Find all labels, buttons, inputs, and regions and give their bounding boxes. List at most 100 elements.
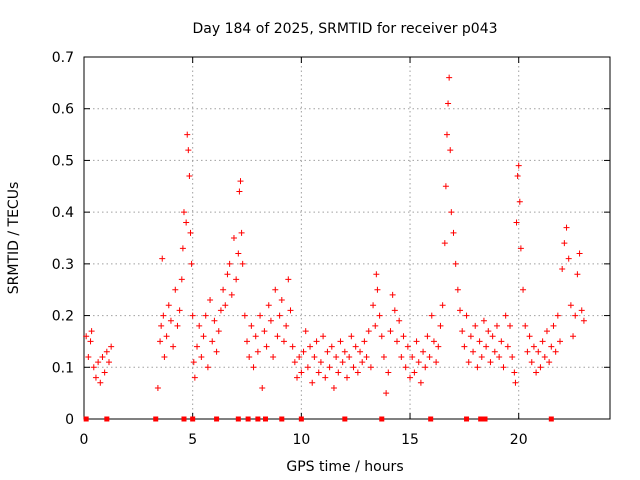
data-point	[350, 364, 357, 371]
data-point	[402, 364, 409, 371]
data-point	[304, 364, 311, 371]
data-point	[413, 338, 420, 345]
data-point	[289, 343, 296, 350]
gap-marker	[482, 416, 488, 422]
data-point	[483, 343, 490, 350]
data-point	[339, 359, 346, 366]
data-point	[533, 369, 540, 376]
x-tick-label: 5	[188, 432, 197, 448]
data-point	[87, 338, 94, 345]
data-point	[422, 364, 429, 371]
data-point	[274, 333, 281, 340]
data-point	[373, 271, 380, 278]
data-point	[176, 307, 183, 314]
data-point	[520, 286, 527, 293]
gap-marker	[214, 416, 220, 422]
y-tick-label: 0.4	[52, 205, 74, 221]
data-point	[180, 209, 187, 216]
data-point	[230, 235, 237, 241]
data-point	[198, 353, 205, 360]
data-point	[487, 359, 494, 366]
gap-marker	[181, 416, 187, 422]
data-point	[550, 322, 557, 329]
data-point	[428, 312, 435, 319]
data-point	[374, 286, 381, 293]
data-point	[194, 343, 201, 350]
data-point	[489, 333, 496, 340]
data-point	[578, 307, 585, 314]
data-point	[97, 379, 104, 386]
data-point	[270, 353, 277, 360]
data-point	[391, 307, 398, 314]
data-point	[474, 364, 481, 371]
data-point	[457, 307, 464, 314]
data-point	[543, 328, 550, 335]
data-point	[513, 219, 520, 226]
data-point	[467, 333, 474, 340]
plot-frame	[83, 56, 611, 420]
data-point	[328, 343, 335, 350]
gap-marker	[548, 416, 554, 422]
data-point	[352, 343, 359, 350]
data-point	[461, 343, 468, 350]
gap-marker	[379, 416, 385, 422]
data-point	[502, 312, 509, 319]
data-point	[426, 353, 433, 360]
data-point	[157, 338, 164, 345]
data-point	[346, 353, 353, 360]
data-point	[300, 348, 307, 355]
data-point	[491, 348, 498, 355]
grid	[84, 57, 610, 419]
gap-marker	[428, 416, 434, 422]
data-point	[213, 348, 220, 355]
data-point	[344, 374, 350, 381]
data-point	[333, 353, 340, 360]
data-point	[322, 374, 329, 381]
data-point	[507, 322, 514, 329]
data-point	[565, 255, 572, 262]
data-point	[389, 291, 396, 298]
x-axis-label: GPS time / hours	[286, 459, 403, 475]
y-tick-label: 0.6	[52, 102, 74, 118]
data-point	[254, 348, 261, 355]
data-point	[246, 353, 253, 360]
data-point	[380, 353, 387, 360]
data-point	[357, 348, 364, 355]
gap-marker	[255, 416, 261, 422]
data-point	[446, 74, 453, 81]
chart-title: Day 184 of 2025, SRMTID for receiver p04…	[192, 21, 497, 37]
data-point	[383, 390, 390, 397]
data-point	[441, 240, 448, 247]
data-point	[170, 343, 177, 350]
data-point	[272, 286, 279, 293]
data-point	[465, 359, 472, 366]
data-point	[535, 348, 542, 355]
data-point	[233, 276, 240, 283]
data-point	[552, 348, 559, 355]
data-point	[476, 338, 483, 345]
data-point	[200, 333, 207, 340]
data-point	[522, 322, 529, 329]
data-point	[172, 286, 179, 293]
data-point	[244, 338, 251, 345]
y-axis: 0 0.1 0.2 0.3 0.4 0.5 0.6 0.7	[52, 50, 610, 428]
data-point	[557, 338, 564, 345]
data-point	[407, 374, 414, 381]
data-point	[493, 322, 500, 329]
data-point	[424, 333, 431, 340]
x-tick-label: 10	[292, 432, 310, 448]
data-point	[361, 338, 368, 345]
data-point	[294, 374, 301, 381]
data-point	[324, 348, 331, 355]
data-point	[445, 100, 452, 107]
data-point	[404, 343, 411, 350]
data-point	[320, 333, 327, 340]
y-tick-label: 0.3	[52, 257, 74, 273]
data-point	[154, 384, 161, 391]
data-point	[561, 240, 568, 247]
data-point	[498, 338, 505, 345]
gap-marker	[153, 416, 159, 422]
data-point	[512, 379, 519, 386]
data-point	[103, 348, 110, 355]
